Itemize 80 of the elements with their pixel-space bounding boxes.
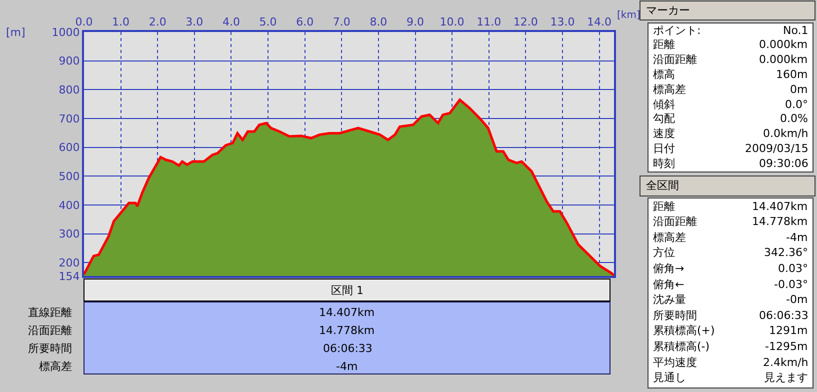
x-tick-label: 8.0 xyxy=(370,16,388,29)
text: 見通し xyxy=(653,371,686,384)
x-tick-label: 14.0 xyxy=(587,16,612,29)
text: 09:30:06 xyxy=(759,157,808,170)
x-tick-label: 1.0 xyxy=(112,16,130,29)
y-tick-label: 200 xyxy=(58,256,80,270)
text: 直線距離 xyxy=(28,306,72,319)
text: -4m xyxy=(336,360,358,373)
x-tick-label: 12.0 xyxy=(513,16,538,29)
text: 14.407km xyxy=(752,200,808,213)
text: No.1 xyxy=(783,24,808,37)
text: ポイント: xyxy=(653,24,701,37)
y-axis-title: [m] xyxy=(6,26,26,39)
text: 区間 1 xyxy=(331,284,364,297)
text: 0.0% xyxy=(780,112,808,125)
text: -1295m xyxy=(765,340,808,353)
x-axis-title: [km] xyxy=(617,10,640,21)
x-tick-label: 5.0 xyxy=(259,16,277,29)
y-tick-label: 600 xyxy=(58,141,80,154)
text: 06:06:33 xyxy=(323,342,372,355)
text: 方位 xyxy=(653,246,675,259)
text: 160m xyxy=(776,68,808,81)
text: 0m xyxy=(790,83,808,96)
text: 0.0° xyxy=(785,98,808,111)
text: 俯角→ xyxy=(653,262,684,275)
text: 沿面距離 xyxy=(653,215,697,228)
text: 標高差 xyxy=(653,83,686,96)
text: 2.4km/h xyxy=(763,356,808,369)
text: 速度 xyxy=(653,127,675,140)
y-tick-label: 300 xyxy=(58,228,80,241)
text: 距離 xyxy=(653,38,675,51)
text: 0.03° xyxy=(778,262,808,275)
text: -4m xyxy=(786,231,808,244)
text: 342.36° xyxy=(764,246,808,259)
text: 平均速度 xyxy=(653,356,697,369)
text: -0.03° xyxy=(774,278,808,291)
text: マーカー xyxy=(646,4,690,17)
x-tick-label: 10.0 xyxy=(440,16,464,29)
text: 0.0km/h xyxy=(763,127,808,140)
y-tick-label: 700 xyxy=(58,112,80,126)
text: 2009/03/15 xyxy=(745,142,808,155)
text: 時刻 xyxy=(653,157,675,170)
text: 14.778km xyxy=(752,215,808,228)
text: 0.000km xyxy=(759,38,808,51)
y-tick-label: 400 xyxy=(58,198,80,212)
text: 沿面距離 xyxy=(653,53,697,66)
text: 俯角← xyxy=(653,278,684,291)
text: 所要時間 xyxy=(653,309,697,322)
x-tick-label: 9.0 xyxy=(406,16,424,29)
x-tick-label: 7.0 xyxy=(332,16,350,29)
x-tick-label: 13.0 xyxy=(550,16,575,29)
text: -0m xyxy=(786,293,808,306)
y-tick-label: 154 xyxy=(58,270,80,283)
text: 累積標高(+) xyxy=(653,324,715,337)
text: 日付 xyxy=(653,142,675,155)
text: 見えます xyxy=(764,371,808,384)
y-tick-label: 500 xyxy=(58,170,80,184)
x-tick-label: 2.0 xyxy=(148,16,166,29)
text: 沿面距離 xyxy=(28,324,72,337)
text: 沈み量 xyxy=(653,293,686,306)
text: 距離 xyxy=(653,200,675,213)
x-tick-label: 11.0 xyxy=(476,16,502,29)
y-tick-label: 800 xyxy=(58,84,80,97)
text: 所要時間 xyxy=(28,342,72,355)
text: 標高差 xyxy=(39,360,72,373)
x-tick-label: 4.0 xyxy=(222,16,240,29)
text: 全区間 xyxy=(646,179,679,192)
text: 1291m xyxy=(769,324,808,337)
text: 傾斜 xyxy=(653,98,675,111)
text: 14.778km xyxy=(319,324,375,337)
text: 06:06:33 xyxy=(759,309,808,322)
text: 標高 xyxy=(653,68,675,81)
x-tick-label: 3.0 xyxy=(186,16,204,29)
text: 0.000km xyxy=(759,53,808,66)
text: 勾配 xyxy=(653,112,675,125)
x-tick-label: 6.0 xyxy=(296,16,314,29)
text: 14.407km xyxy=(319,306,375,319)
text: 標高差 xyxy=(653,231,686,244)
y-tick-label: 900 xyxy=(58,54,80,68)
text: 累積標高(-) xyxy=(653,340,710,353)
